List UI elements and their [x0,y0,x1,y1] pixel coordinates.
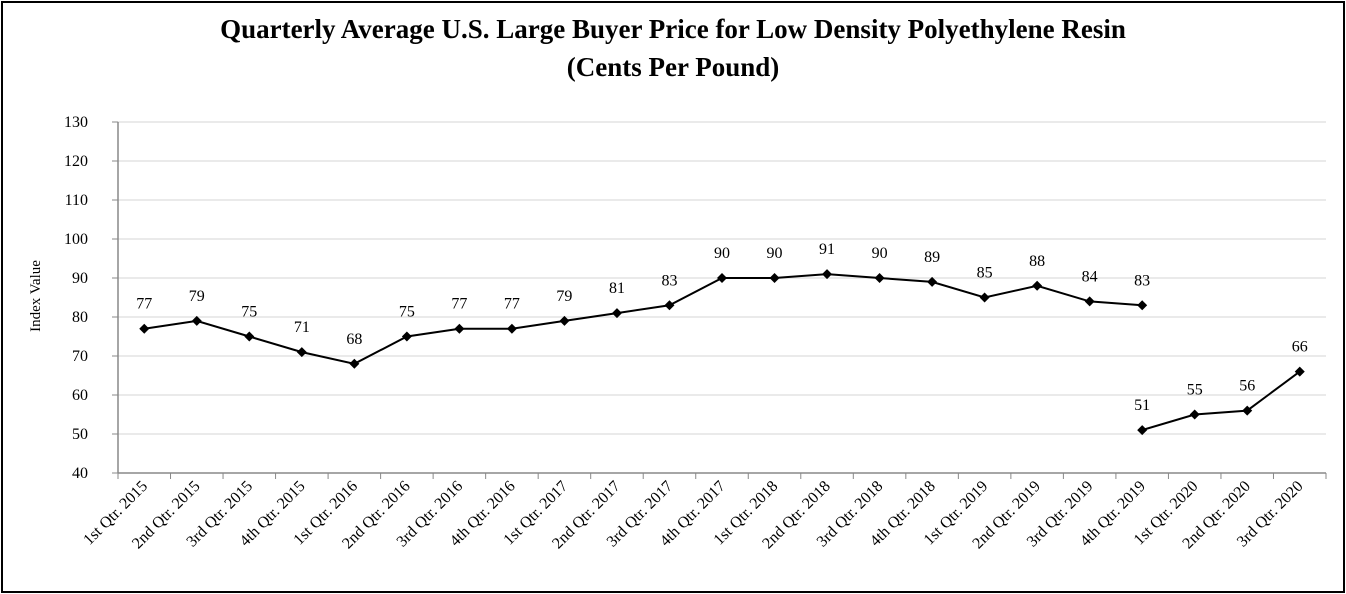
data-label: 75 [241,304,257,321]
data-point [1084,296,1095,307]
series-lines [144,273,1301,432]
data-label: 77 [504,296,520,313]
data-label: 83 [661,272,677,289]
series-line [1141,370,1301,432]
data-label: 83 [1134,272,1150,289]
data-label: 90 [767,245,783,262]
data-label: 66 [1292,339,1308,356]
data-label: 84 [1082,268,1098,285]
data-point [244,331,255,342]
y-tick-label: 50 [72,426,88,443]
y-tick-label: 70 [72,348,88,365]
data-point [822,269,833,280]
data-markers [139,269,1305,436]
series-line [144,273,1143,365]
data-label: 68 [346,331,362,348]
y-tick-label: 90 [72,270,88,287]
data-label: 56 [1239,378,1255,395]
data-point [191,315,202,326]
data-label: 75 [399,304,415,321]
data-point [296,347,307,358]
data-labels: 77 79 75 71 68 75 77 77 79 81 83 90 90 91 90 89 85 88 84 83… [136,241,1307,414]
data-label: 77 [136,296,152,313]
data-label: 79 [556,288,572,305]
chart-title: Quarterly Average U.S. Large Buyer Price… [220,14,1126,44]
data-point [1032,280,1043,291]
data-point [401,331,412,342]
data-label: 55 [1187,382,1203,399]
data-point [349,358,360,369]
data-label: 81 [609,280,625,297]
y-tick-label: 60 [72,387,88,404]
data-point [1137,425,1148,436]
y-tick-label: 40 [72,465,88,482]
data-point [1242,405,1253,416]
data-point [611,308,622,319]
y-tick-label: 80 [72,309,88,326]
data-label: 51 [1134,397,1150,414]
data-point [717,273,727,283]
data-label: 88 [1029,253,1045,270]
data-point [1294,366,1305,377]
data-point [139,323,150,334]
data-point [769,273,780,283]
y-tick-label: 130 [64,114,88,131]
data-label: 90 [714,245,730,262]
data-point [874,273,885,283]
data-label: 90 [872,245,888,262]
data-label: 91 [819,241,835,258]
data-label: 89 [924,249,940,266]
y-axis-label: Index Value [28,260,44,332]
y-tick-label: 120 [64,153,88,170]
data-point [559,315,570,326]
data-point [454,323,465,334]
data-point [979,292,990,303]
chart-subtitle: (Cents Per Pound) [566,52,780,82]
data-label: 79 [189,288,205,305]
data-point [664,300,675,311]
data-point [1189,409,1200,420]
y-tick-label: 110 [65,192,88,209]
y-tick-label: 100 [64,231,88,248]
data-point [927,276,938,287]
data-point [506,323,517,334]
data-label: 77 [451,296,467,313]
data-label: 85 [977,265,993,282]
data-point [1137,300,1148,311]
data-label: 71 [294,319,310,336]
